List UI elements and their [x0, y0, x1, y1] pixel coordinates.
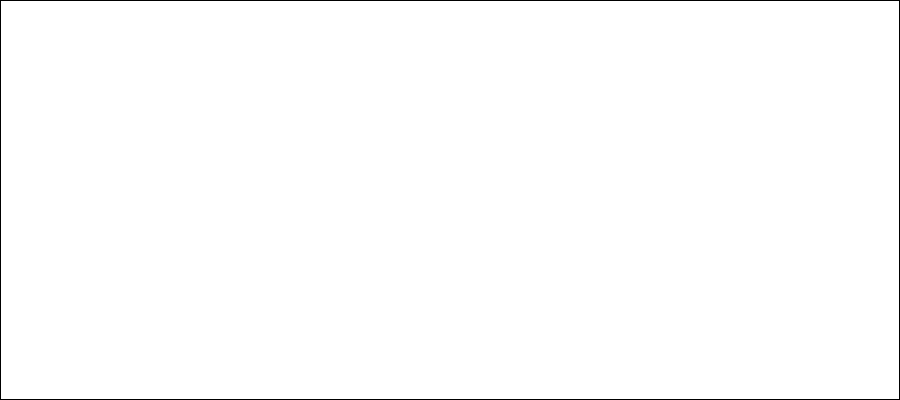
- stats-max-line: [81, 16, 99, 26]
- stats-wind-line: [496, 16, 520, 26]
- stats-sun-line: [496, 27, 508, 37]
